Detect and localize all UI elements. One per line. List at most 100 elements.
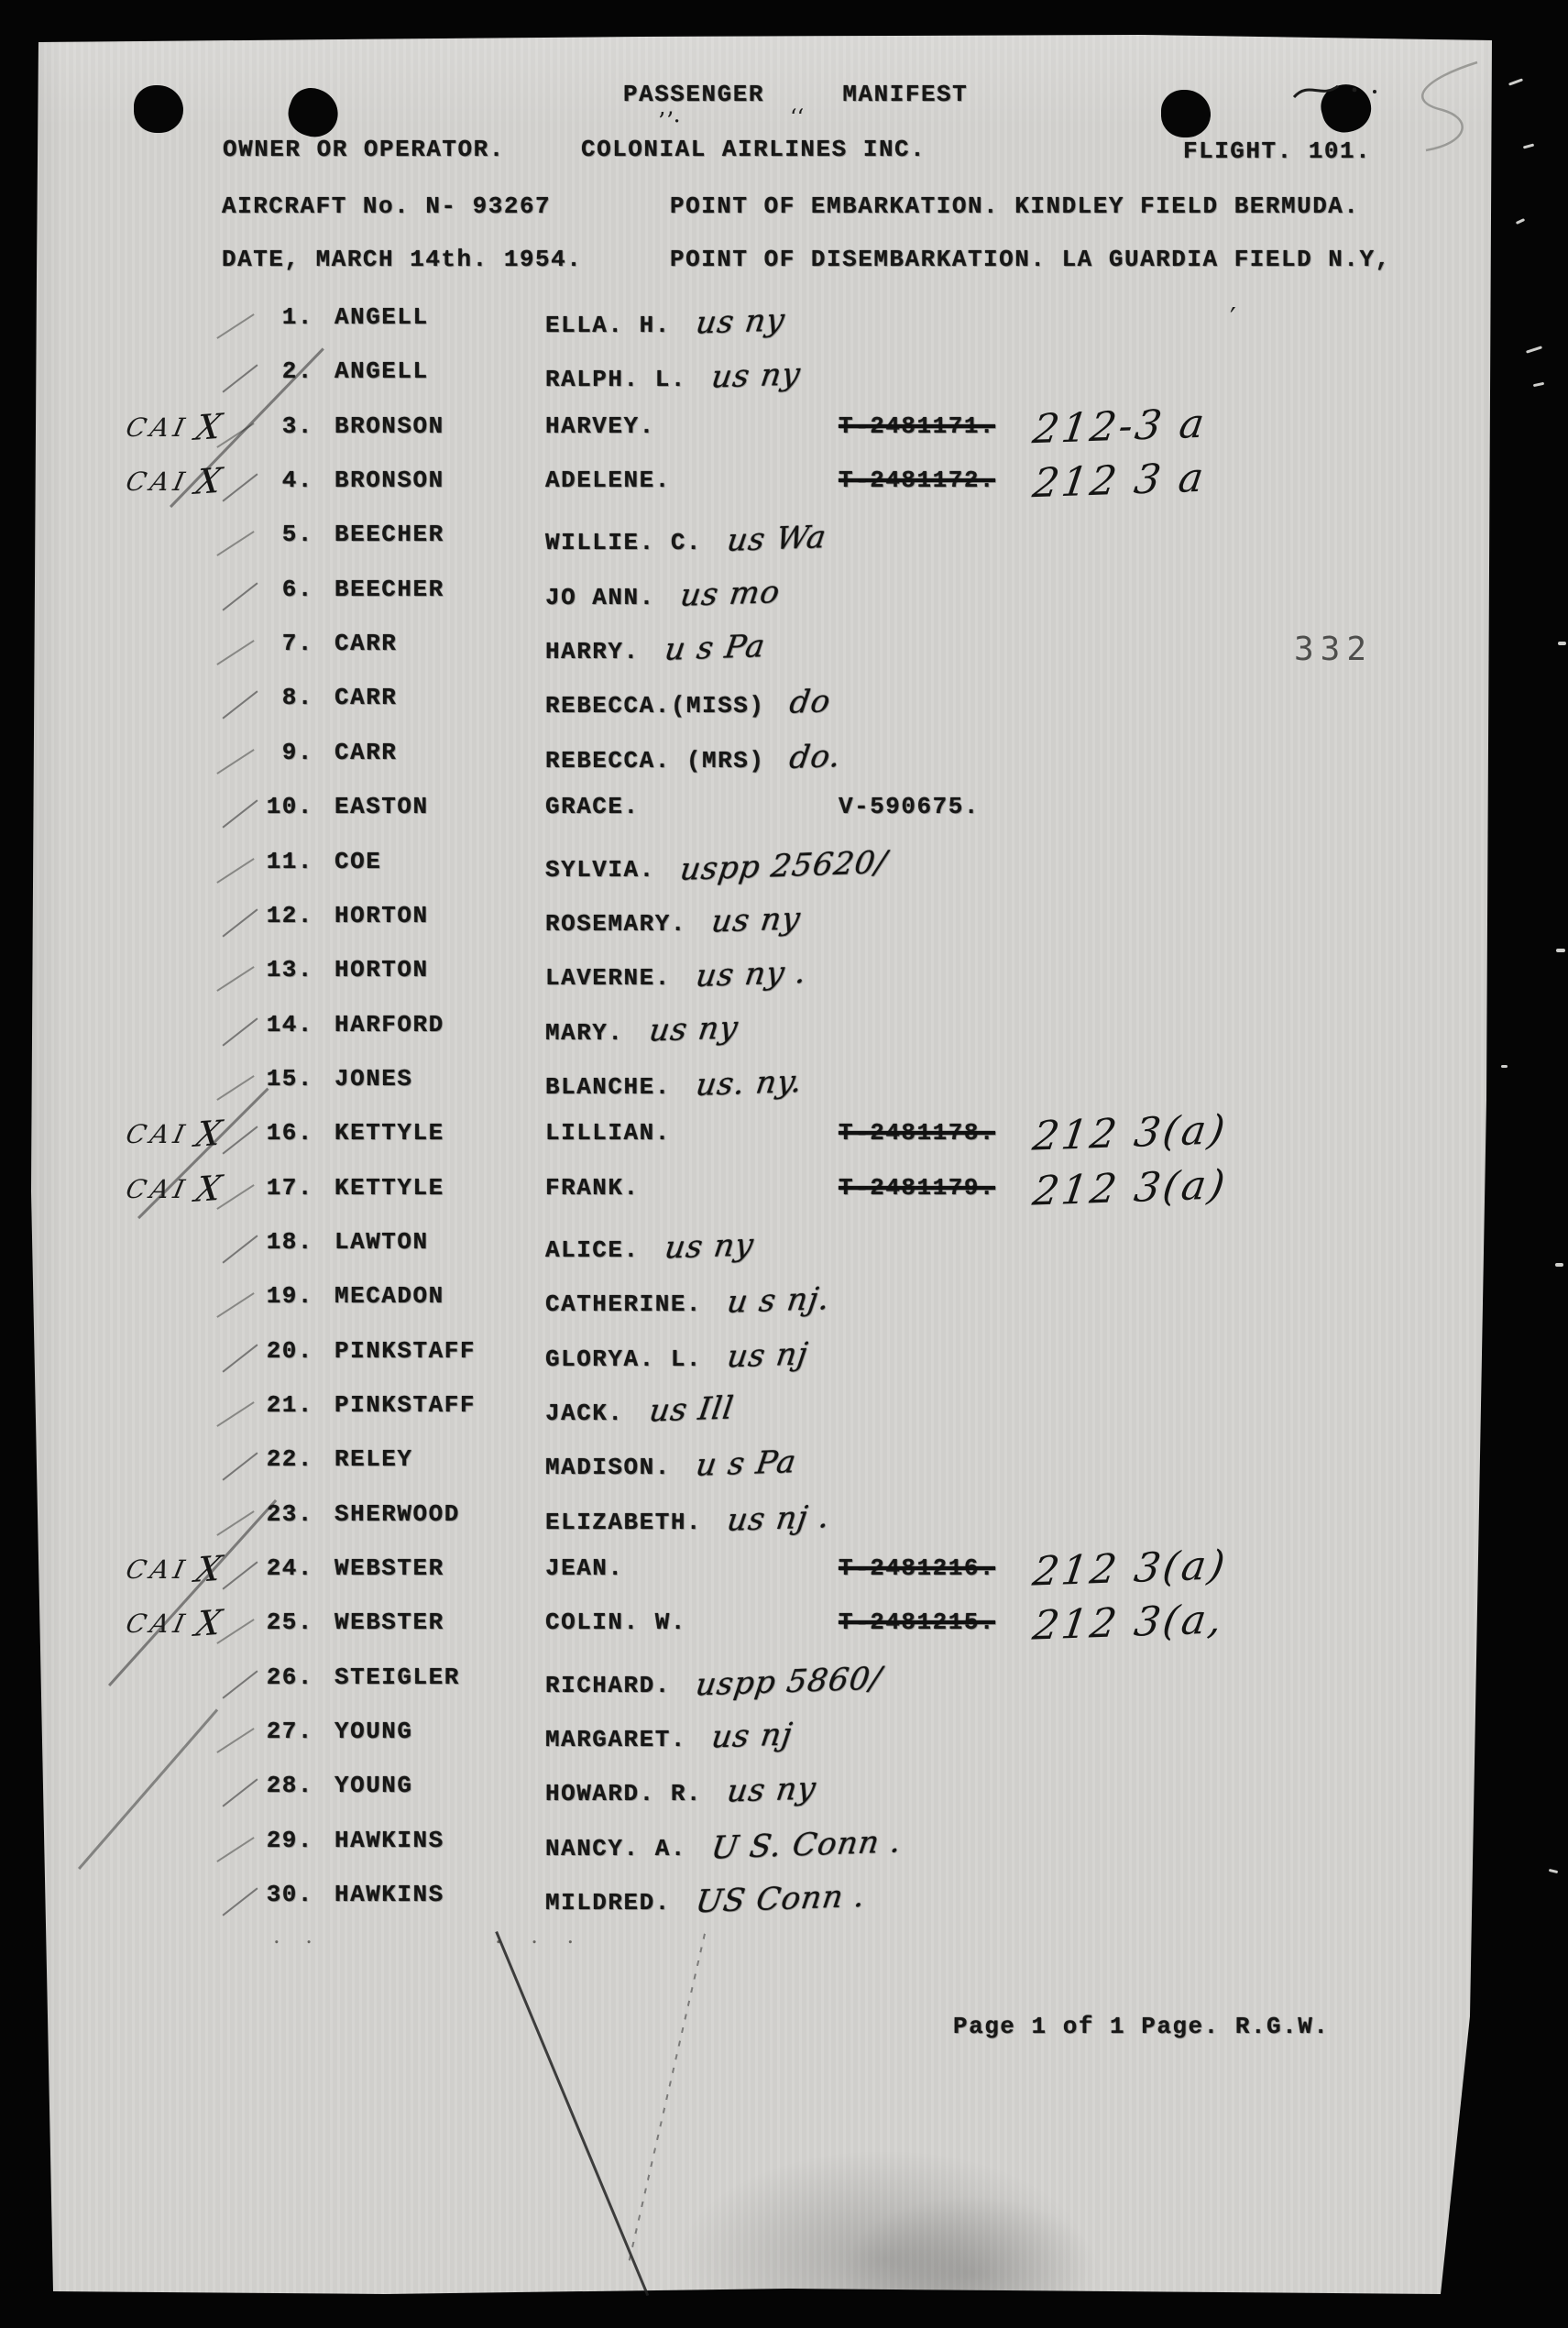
scan-speck xyxy=(1556,949,1565,952)
margin-x-mark: X xyxy=(192,405,225,448)
passenger-row: 21. PINKSTAFF JACK. us Ill xyxy=(0,1389,1568,1435)
given-name-text: REBECCA.(MISS) xyxy=(545,692,765,720)
passenger-given-name: ADELENE. xyxy=(545,467,1187,494)
handwritten-citizenship: us. ny. xyxy=(693,1062,806,1104)
archive-stamp-number: 332 xyxy=(1294,631,1374,668)
given-name-text: LAVERNE. xyxy=(545,964,671,993)
passenger-surname: ANGELL xyxy=(334,303,429,331)
passenger-surname: YOUNG xyxy=(334,1772,413,1800)
passenger-given-name: SYLVIA. uspp 25620/ xyxy=(545,844,1187,888)
passenger-number: 7. xyxy=(281,630,313,658)
passenger-surname: HARFORD xyxy=(334,1010,444,1038)
given-name-text: COLIN. W. xyxy=(545,1609,686,1637)
handwritten-citizenship: us ny xyxy=(724,1770,819,1811)
passenger-number: 15. xyxy=(266,1064,313,1093)
passenger-row: 1. ANGELL ELLA. H. us ny xyxy=(0,302,1568,347)
handwritten-code: 212 3(a, xyxy=(1029,1596,1228,1650)
document-number: T-2481172. xyxy=(839,467,996,495)
given-name-text: MARGARET. xyxy=(545,1726,686,1754)
handwritten-citizenship: us nj xyxy=(708,1716,795,1756)
scan-speck xyxy=(1522,143,1535,149)
embarkation-point: POINT OF EMBARKATION. KINDLEY FIELD BERM… xyxy=(670,192,1360,220)
passenger-surname: HORTON xyxy=(334,956,429,984)
page-title: PASSENGER MANIFEST xyxy=(623,81,969,108)
passenger-surname: CARR xyxy=(334,738,398,766)
handwritten-code: 212-3 a xyxy=(1029,400,1211,453)
passenger-row: 11. COE SYLVIA. uspp 25620/ xyxy=(0,844,1568,892)
passenger-surname: PINKSTAFF xyxy=(334,1336,476,1365)
document-number: T-2481179. xyxy=(839,1173,996,1202)
document-number: V-590675. xyxy=(839,793,980,821)
passenger-surname: MECADON xyxy=(334,1282,444,1311)
passenger-given-name: COLIN. W. xyxy=(545,1609,1187,1636)
owner-value: COLONIAL AIRLINES INC. xyxy=(581,136,927,163)
passenger-surname: WEBSTER xyxy=(334,1609,444,1637)
passenger-given-name: HOWARD. R. us ny xyxy=(545,1770,1187,1811)
passenger-given-name: CATHERINE. u s nj. xyxy=(545,1280,1187,1321)
passenger-given-name: ELIZABETH. us nj . xyxy=(545,1499,1187,1539)
margin-x-mark: X xyxy=(192,1602,225,1645)
punch-hole xyxy=(1161,90,1211,137)
passenger-number: 27. xyxy=(266,1718,313,1746)
document-number: T-2481178. xyxy=(839,1119,996,1148)
margin-note-cai: CAI xyxy=(123,1119,192,1150)
passenger-row: 13. HORTON LAVERNE. us ny . xyxy=(0,954,1568,1000)
handwritten-citizenship: us Ill xyxy=(646,1389,736,1430)
scan-speck xyxy=(1558,642,1566,645)
passenger-row: 28. YOUNG HOWARD. R. us ny xyxy=(0,1770,1568,1816)
scan-speck xyxy=(1555,1263,1563,1267)
passenger-number: 3. xyxy=(281,412,313,440)
passenger-given-name: LILLIAN. xyxy=(545,1119,1187,1147)
passenger-number: 6. xyxy=(281,575,313,603)
erased-text-ghost: . . xyxy=(273,1923,322,1949)
passenger-given-name: BLANCHE. us. ny. xyxy=(545,1062,1187,1104)
passenger-number: 22. xyxy=(266,1445,313,1474)
given-name-text: BLANCHE. xyxy=(545,1072,671,1101)
passenger-row: 15. JONES BLANCHE. us. ny. xyxy=(0,1062,1568,1109)
passenger-row: 9. CARR REBECCA. (MRS) do. xyxy=(0,737,1568,783)
passenger-row: CAI X 16. KETTYLE LILLIAN. T-2481178. 21… xyxy=(0,1107,1568,1163)
passenger-given-name: ELLA. H. us ny xyxy=(545,302,1187,342)
given-name-text: ADELENE. xyxy=(545,467,671,495)
passenger-number: 13. xyxy=(266,956,313,984)
handwritten-citizenship: us ny xyxy=(693,302,788,342)
passenger-row: 10. EASTON GRACE. V-590675. xyxy=(0,793,1568,837)
passenger-number: 18. xyxy=(266,1227,313,1256)
passenger-number: 14. xyxy=(266,1010,313,1038)
handwritten-citizenship: us mo xyxy=(677,573,783,614)
passenger-given-name: NANCY. A. U S. Conn . xyxy=(545,1823,1187,1866)
passenger-given-name: GLORYA. L. us nj xyxy=(545,1335,1187,1376)
handwritten-citizenship: u s Pa xyxy=(662,628,768,668)
scan-speck xyxy=(1508,78,1524,86)
passenger-surname: BRONSON xyxy=(334,467,444,495)
page-footer: Page 1 of 1 Page. R.G.W. xyxy=(953,2013,1330,2040)
handwritten-citizenship: u s Pa xyxy=(693,1444,799,1485)
margin-x-mark: X xyxy=(192,1167,225,1210)
given-name-text: ALICE. xyxy=(545,1235,640,1264)
given-name-text: GLORYA. L. xyxy=(545,1345,703,1373)
given-name-text: CATHERINE. xyxy=(545,1290,703,1319)
handwritten-citizenship: uspp 5860/ xyxy=(693,1660,884,1704)
passenger-number: 16. xyxy=(266,1119,313,1148)
passenger-surname: WEBSTER xyxy=(334,1554,444,1583)
passenger-surname: COE xyxy=(334,847,382,875)
passenger-surname: PINKSTAFF xyxy=(334,1391,476,1419)
passenger-given-name: FRANK. xyxy=(545,1174,1187,1202)
passenger-number: 4. xyxy=(281,467,313,495)
passenger-surname: RELEY xyxy=(334,1445,413,1474)
passenger-row: 12. HORTON ROSEMARY. us ny xyxy=(0,900,1568,946)
paper-curl-mark xyxy=(1421,60,1478,152)
passenger-number: 12. xyxy=(266,901,313,929)
handwritten-citizenship: us nj xyxy=(724,1335,811,1376)
disembarkation-point: POINT OF DISEMBARKATION. LA GUARDIA FIEL… xyxy=(670,246,1391,273)
handwritten-scribble xyxy=(1292,84,1376,99)
handwritten-citizenship: U S. Conn . xyxy=(708,1823,905,1867)
handwritten-citizenship: do. xyxy=(787,737,844,776)
handwritten-citizenship: us ny xyxy=(708,356,804,397)
given-name-text: MARY. xyxy=(545,1018,624,1047)
scan-speck xyxy=(1501,1065,1508,1068)
document-number: T-2481171. xyxy=(839,412,996,440)
passenger-given-name: MARY. us ny xyxy=(545,1009,1187,1049)
passenger-number: 26. xyxy=(266,1663,313,1691)
given-name-text: ELLA. H. xyxy=(545,312,671,339)
